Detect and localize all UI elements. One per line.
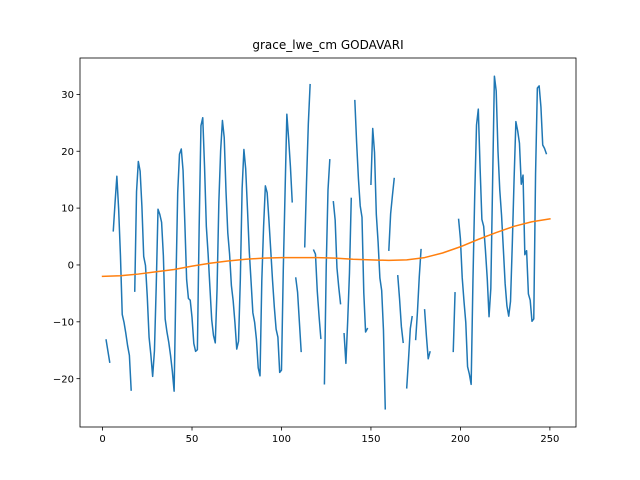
series-2 [101,218,551,278]
y-tick-label: 20 [61,147,74,158]
series-1 [105,75,548,410]
axes-layer: 0 50 100 150 200 250 −20 −10 0 10 20 30 [53,57,577,445]
series-1-segment-3 [133,113,293,392]
series-1-segment-16 [423,309,431,360]
series-1-segment-1 [105,339,111,364]
series-1-segment-15 [414,248,422,341]
series-1-segment-18 [457,75,548,386]
axes-frame [79,57,577,428]
series-1-segment-17 [452,292,456,353]
x-tick-label: 200 [451,434,470,445]
series-1-segment-2 [112,175,132,391]
series-1-segment-6 [312,249,322,340]
chart-title: grace_lwe_cm GODAVARI [252,38,403,52]
x-tick-label: 150 [361,434,380,445]
x-tick-label: 50 [186,434,199,445]
series-1-segment-12 [388,177,396,251]
plot-background [80,58,576,427]
series-1-segment-9 [343,197,353,365]
y-tick-label: −20 [53,374,74,385]
series-1-segment-8 [332,201,342,305]
series-1-segment-5 [303,83,311,248]
y-tick-label: 10 [61,204,74,215]
y-tick-label: −10 [53,317,74,328]
x-tick-label: 250 [540,434,559,445]
series-2-segment-1 [101,218,551,278]
y-tick-label: 30 [61,90,74,101]
x-tick-label: 100 [272,434,291,445]
series-1-segment-7 [323,158,331,385]
plot-area [80,58,576,427]
series-1-segment-11 [370,127,387,410]
x-tick-label: 0 [99,434,105,445]
series-1-segment-13 [396,274,404,344]
y-tick-label: 0 [68,261,74,272]
series-1-segment-4 [294,277,302,353]
series-layer [101,75,551,410]
series-1-segment-14 [405,315,413,389]
series-1-segment-10 [354,99,369,333]
